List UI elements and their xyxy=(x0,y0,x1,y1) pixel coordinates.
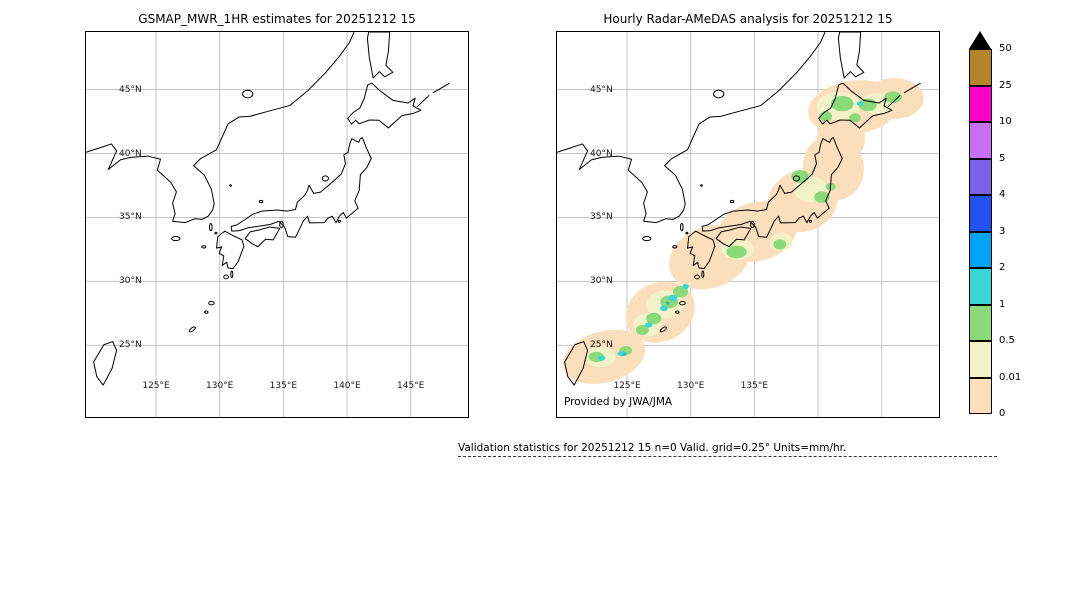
radar-map-svg xyxy=(557,32,939,417)
colorbar-tick-label: 5 xyxy=(999,152,1006,164)
colorbar-tick-label: 4 xyxy=(999,189,1006,200)
colorbar-segment xyxy=(969,122,992,159)
lat-tick-label: 35°N xyxy=(590,212,613,223)
colorbar-tick-label: 10 xyxy=(999,116,1012,127)
lon-tick-label: 135°E xyxy=(269,381,298,391)
lat-tick-label: 45°N xyxy=(590,84,613,95)
lon-tick-label: 140°E xyxy=(333,381,361,391)
lon-tick-label: 130°E xyxy=(677,381,705,391)
data-credit: Provided by JWA/JMA xyxy=(562,396,675,408)
lat-tick-label: 25°N xyxy=(590,340,613,351)
colorbar-tick-label: 1 xyxy=(999,298,1006,310)
lat-tick-label: 35°N xyxy=(119,212,142,223)
lat-tick-label: 40°N xyxy=(590,148,613,159)
colorbar-tick-label: 50 xyxy=(999,43,1012,54)
colorbar-tick-label: 2 xyxy=(999,262,1006,273)
colorbar-tick-label: 0 xyxy=(999,408,1006,419)
lon-tick-label: 125°E xyxy=(613,381,641,391)
lat-tick-label: 40°N xyxy=(119,148,142,159)
left-panel-title: GSMAP_MWR_1HR estimates for 20251212 15 xyxy=(138,12,416,26)
colorbar-segment xyxy=(969,268,992,305)
colorbar-segment xyxy=(969,49,992,86)
lat-tick-label: 30°N xyxy=(590,276,613,287)
radar-amedas-map-panel: Provided by JWA/JMA 45°N 40°N 35°N 30°N 25°N… xyxy=(556,31,940,418)
lon-tick-label: 135°E xyxy=(740,381,769,391)
grid-lines xyxy=(86,32,468,417)
colorbar-segment xyxy=(969,341,992,378)
lat-tick-label: 30°N xyxy=(119,276,142,287)
lon-tick-label: 145°E xyxy=(397,381,425,391)
colorbar: 50 25 10 5 4 3 2 1 0.5 0.01 0 xyxy=(969,31,1021,419)
lat-tick-label: 25°N xyxy=(119,340,142,351)
lat-tick-label: 45°N xyxy=(119,84,142,95)
colorbar-tick-label: 0.5 xyxy=(999,335,1015,346)
colorbar-segment xyxy=(969,377,992,414)
colorbar-segment xyxy=(969,231,992,268)
right-panel-title: Hourly Radar-AMeDAS analysis for 2025121… xyxy=(603,12,893,26)
colorbar-segment xyxy=(969,158,992,195)
validation-caption: Validation statistics for 20251212 15 n=… xyxy=(458,442,847,454)
lon-tick-label: 125°E xyxy=(142,381,170,391)
colorbar-overflow-arrow-icon xyxy=(969,31,991,49)
lon-tick-label: 130°E xyxy=(206,381,234,391)
colorbar-tick-label: 3 xyxy=(999,225,1006,237)
colorbar-tick-label: 25 xyxy=(999,79,1012,91)
gsmap-map-panel: 45°N 40°N 35°N 30°N 25°N 125°E 130°E 135°E 140°E… xyxy=(85,31,469,418)
colorbar-segment xyxy=(969,304,992,341)
colorbar-segment xyxy=(969,85,992,122)
colorbar-segment xyxy=(969,195,992,232)
gsmap-map-svg xyxy=(86,32,468,417)
colorbar-tick-label: 0.01 xyxy=(999,371,1022,383)
caption-underline xyxy=(458,456,997,457)
